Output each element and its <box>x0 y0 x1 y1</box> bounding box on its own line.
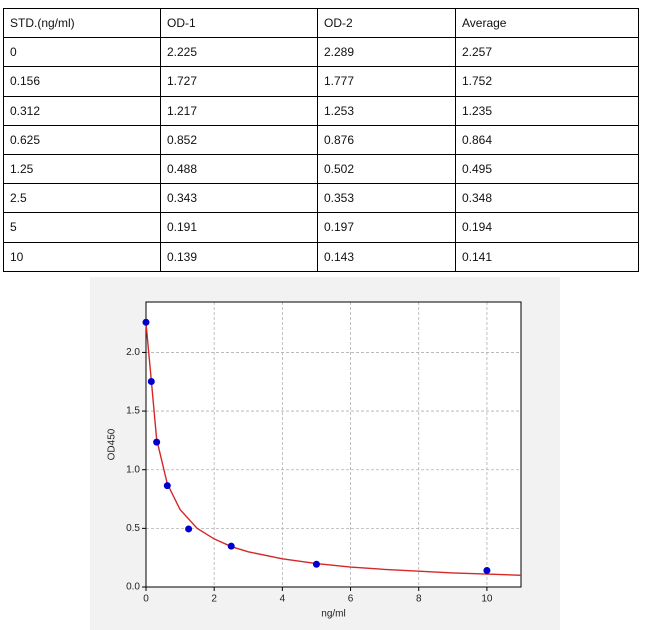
table-cell: 2.225 <box>160 37 318 68</box>
y-tick-label: 0.5 <box>126 523 140 534</box>
table-row: 10 0.139 0.143 0.141 <box>3 241 639 272</box>
data-point <box>163 482 171 490</box>
fit-curve <box>145 323 522 576</box>
table-cell: 0.156 <box>3 66 161 97</box>
y-tick-label: 1.0 <box>126 464 140 475</box>
table-row: STD.(ng/ml) OD-1 OD-2 Average <box>3 7 639 39</box>
table-cell: 1.777 <box>317 66 456 97</box>
x-tick-label: 8 <box>416 594 422 605</box>
data-point <box>147 378 155 386</box>
table-cell: 0.353 <box>317 183 456 214</box>
table-cell: 0.312 <box>3 95 161 126</box>
y-tick-label: 2.0 <box>126 347 140 358</box>
table-cell: 2.289 <box>317 37 456 68</box>
x-tick-label: 10 <box>481 594 493 605</box>
table-cell: 1.752 <box>455 66 639 97</box>
data-point <box>227 542 235 550</box>
table-cell: 5 <box>3 212 161 243</box>
table-cell: 0.876 <box>317 124 456 155</box>
table-cell: 0.852 <box>160 124 318 155</box>
plot-frame <box>145 301 522 588</box>
data-point <box>312 560 320 568</box>
data-table: STD.(ng/ml) OD-1 OD-2 Average 0 2.225 2.289 2.2… <box>3 7 639 272</box>
x-tick-label: 6 <box>348 594 354 605</box>
data-point <box>185 525 193 533</box>
table-cell: 2.257 <box>455 37 639 68</box>
data-point <box>153 438 161 446</box>
data-point <box>483 566 491 574</box>
y-tick-label: 0.0 <box>126 582 140 593</box>
table-row: 0.312 1.217 1.253 1.235 <box>3 95 639 126</box>
table-cell: 1.253 <box>317 95 456 126</box>
table-row: 0 2.225 2.289 2.257 <box>3 37 639 68</box>
table-cell: OD-1 <box>160 7 318 39</box>
plot-area <box>146 302 521 587</box>
table-cell: 0.143 <box>317 241 456 272</box>
table-cell: 1.727 <box>160 66 318 97</box>
table-cell: Average <box>455 7 639 39</box>
x-tick-label: 0 <box>143 594 149 605</box>
table-cell: 0.191 <box>160 212 318 243</box>
table-cell: 1.217 <box>160 95 318 126</box>
table-cell: STD.(ng/ml) <box>3 7 161 39</box>
table-cell: 0.495 <box>455 153 639 185</box>
x-tick-label: 4 <box>280 594 286 605</box>
x-axis-label: ng/ml <box>321 609 345 620</box>
table-cell: 0.488 <box>160 153 318 185</box>
table-row: 0.625 0.852 0.876 0.864 <box>3 124 639 155</box>
table-cell: 0.141 <box>455 241 639 272</box>
table-cell: 1.235 <box>455 95 639 126</box>
y-tick-label: 1.5 <box>126 406 140 417</box>
x-tick-label: 2 <box>211 594 217 605</box>
data-point <box>142 318 150 326</box>
y-axis-label: OD450 <box>107 428 118 460</box>
table-row: 0.156 1.727 1.777 1.752 <box>3 66 639 97</box>
table-cell: 0.139 <box>160 241 318 272</box>
table-row: 5 0.191 0.197 0.194 <box>3 212 639 243</box>
